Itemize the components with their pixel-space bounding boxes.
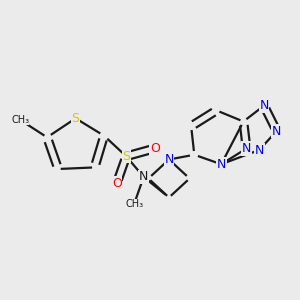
Text: CH₃: CH₃ [125,199,143,209]
Text: N: N [242,142,251,155]
Text: CH₃: CH₃ [11,115,29,125]
Text: N: N [272,124,281,137]
Text: N: N [217,158,226,171]
Text: N: N [164,153,174,166]
Text: S: S [122,150,130,163]
Text: O: O [112,177,122,190]
Text: N: N [254,143,264,157]
Text: N: N [259,99,269,112]
Text: S: S [72,112,80,125]
Text: O: O [150,142,160,155]
Text: N: N [139,170,148,183]
